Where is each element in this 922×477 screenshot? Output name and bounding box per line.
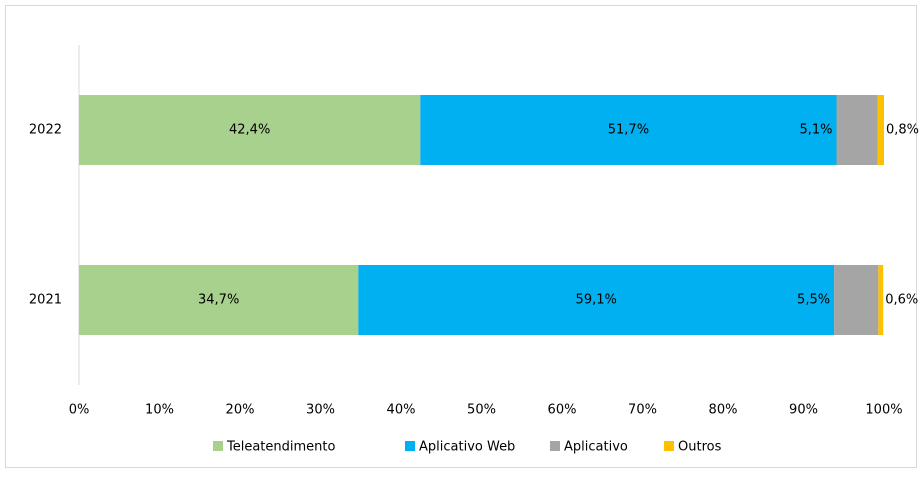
bar-segment	[358, 265, 835, 335]
data-label: 34,7%	[198, 293, 239, 308]
bar-segment	[420, 95, 837, 165]
chart-border	[5, 5, 917, 468]
x-tick-label: 20%	[226, 403, 255, 418]
legend-swatch	[664, 441, 674, 451]
bar-segment	[834, 265, 879, 335]
data-label: 51,7%	[608, 123, 649, 138]
data-label: 0,8%	[886, 123, 919, 138]
x-tick-label: 0%	[69, 403, 90, 418]
data-label: 42,4%	[229, 123, 270, 138]
x-tick-label: 50%	[467, 403, 496, 418]
legend-label: Outros	[678, 440, 722, 455]
legend-swatch	[550, 441, 560, 451]
y-tick-label: 2022	[29, 123, 62, 138]
data-label: 59,1%	[576, 293, 617, 308]
x-tick-label: 10%	[145, 403, 174, 418]
data-label: 5,5%	[797, 293, 830, 308]
bar-segment	[877, 95, 884, 165]
legend-label: Teleatendimento	[226, 440, 336, 455]
x-tick-label: 30%	[306, 403, 335, 418]
x-tick-label: 40%	[387, 403, 416, 418]
bar-segment	[836, 95, 878, 165]
x-tick-label: 90%	[789, 403, 818, 418]
x-tick-label: 80%	[709, 403, 738, 418]
bar-segment	[79, 265, 359, 335]
legend-label: Aplicativo Web	[419, 440, 515, 455]
legend-swatch	[213, 441, 223, 451]
x-tick-label: 100%	[865, 403, 902, 418]
data-label: 5,1%	[799, 123, 832, 138]
y-tick-label: 2021	[29, 293, 62, 308]
legend-label: Aplicativo	[564, 440, 628, 455]
legend-swatch	[405, 441, 415, 451]
data-label: 0,6%	[885, 293, 918, 308]
bar-segment	[878, 265, 884, 335]
bar-segment	[79, 95, 421, 165]
x-tick-label: 70%	[628, 403, 657, 418]
x-tick-label: 60%	[548, 403, 577, 418]
